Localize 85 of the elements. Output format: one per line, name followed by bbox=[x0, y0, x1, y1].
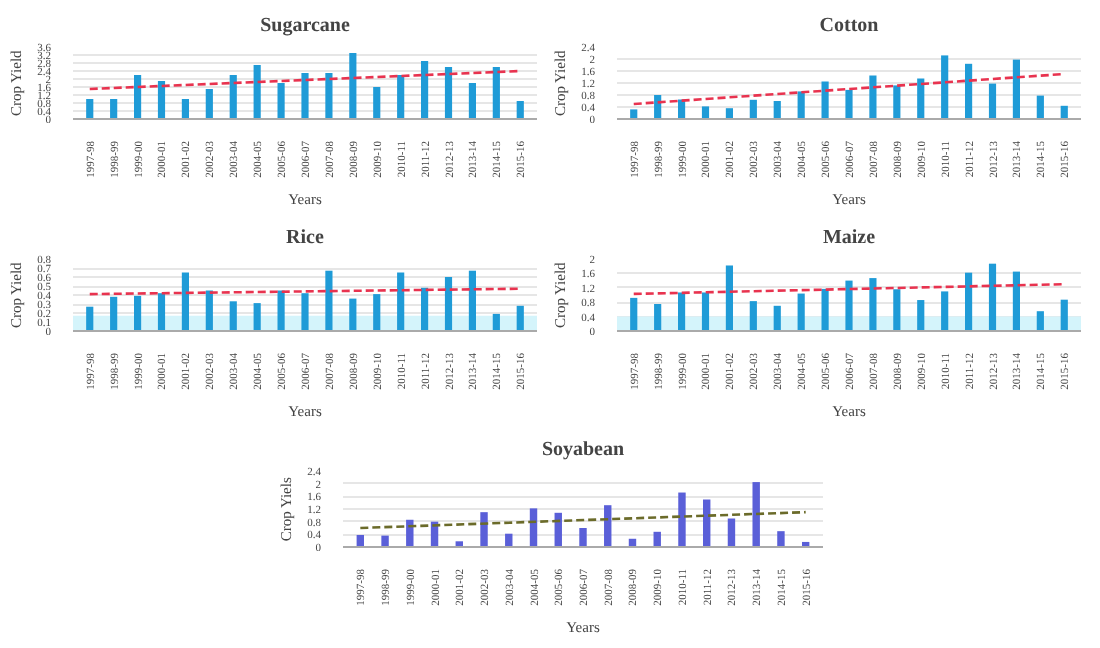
bar bbox=[349, 53, 357, 119]
bar bbox=[421, 61, 429, 119]
chart-title: Cotton bbox=[819, 15, 880, 37]
bar bbox=[406, 519, 414, 547]
bar bbox=[1036, 311, 1044, 331]
bar bbox=[157, 81, 166, 119]
bar bbox=[229, 75, 237, 119]
bar bbox=[821, 81, 829, 119]
bar bbox=[917, 78, 925, 119]
bar bbox=[797, 91, 805, 119]
bar bbox=[869, 75, 877, 119]
bar bbox=[1012, 271, 1021, 331]
bar bbox=[725, 108, 733, 119]
bar bbox=[630, 109, 638, 119]
bar bbox=[516, 305, 524, 331]
bar bbox=[893, 289, 901, 331]
bar bbox=[253, 65, 261, 119]
bar bbox=[277, 83, 285, 119]
bar bbox=[1036, 95, 1044, 119]
bar bbox=[941, 291, 949, 331]
bar bbox=[492, 67, 500, 119]
bar bbox=[678, 492, 686, 547]
bar bbox=[749, 301, 757, 331]
bar bbox=[205, 89, 213, 119]
bar bbox=[325, 73, 333, 119]
chart-title: Soyabean bbox=[541, 439, 625, 461]
bar bbox=[965, 63, 973, 119]
bar bbox=[797, 293, 805, 331]
bar bbox=[468, 83, 477, 119]
bar bbox=[421, 287, 429, 331]
bar bbox=[373, 294, 381, 331]
chart-title: Maize bbox=[822, 227, 877, 249]
bar bbox=[157, 293, 166, 331]
chart-title: Sugarcane bbox=[260, 15, 351, 37]
bar bbox=[845, 89, 853, 119]
bar bbox=[444, 67, 453, 119]
bar bbox=[325, 270, 333, 331]
bar bbox=[752, 482, 760, 547]
bar bbox=[777, 531, 785, 547]
bar bbox=[468, 270, 477, 331]
bar bbox=[701, 106, 710, 119]
bar bbox=[397, 272, 405, 331]
bar bbox=[749, 99, 757, 119]
bar bbox=[205, 290, 213, 331]
bar bbox=[381, 535, 389, 547]
bar bbox=[869, 278, 877, 331]
bar bbox=[492, 313, 500, 331]
bar bbox=[988, 263, 997, 331]
bar bbox=[181, 99, 189, 119]
bar bbox=[725, 265, 733, 331]
bar bbox=[988, 83, 997, 119]
bar bbox=[110, 296, 118, 331]
bar bbox=[701, 292, 710, 331]
bar bbox=[773, 305, 781, 331]
bar bbox=[397, 75, 405, 119]
bar bbox=[965, 272, 973, 331]
bar bbox=[821, 288, 829, 331]
bar bbox=[373, 87, 381, 119]
bar bbox=[579, 528, 587, 547]
bar bbox=[845, 280, 853, 331]
bar bbox=[301, 293, 309, 331]
bar bbox=[277, 290, 285, 331]
bar bbox=[349, 298, 357, 331]
bar bbox=[1060, 299, 1068, 331]
chart-title: Rice bbox=[286, 227, 325, 249]
bar bbox=[133, 295, 142, 331]
bar bbox=[253, 303, 261, 331]
bar bbox=[773, 101, 781, 119]
bar bbox=[480, 512, 488, 547]
bar bbox=[917, 300, 925, 331]
bar bbox=[110, 99, 118, 119]
bar bbox=[181, 272, 189, 331]
bar bbox=[301, 73, 309, 119]
bar bbox=[1012, 59, 1021, 119]
bar bbox=[444, 277, 453, 331]
bar bbox=[86, 306, 94, 331]
bar bbox=[654, 304, 662, 331]
bar bbox=[941, 55, 949, 119]
bar bbox=[516, 101, 524, 119]
bar bbox=[133, 75, 142, 119]
bar bbox=[630, 297, 638, 331]
bar bbox=[86, 99, 94, 119]
bar bbox=[677, 292, 686, 331]
bar bbox=[229, 301, 237, 331]
bar bbox=[893, 85, 901, 119]
